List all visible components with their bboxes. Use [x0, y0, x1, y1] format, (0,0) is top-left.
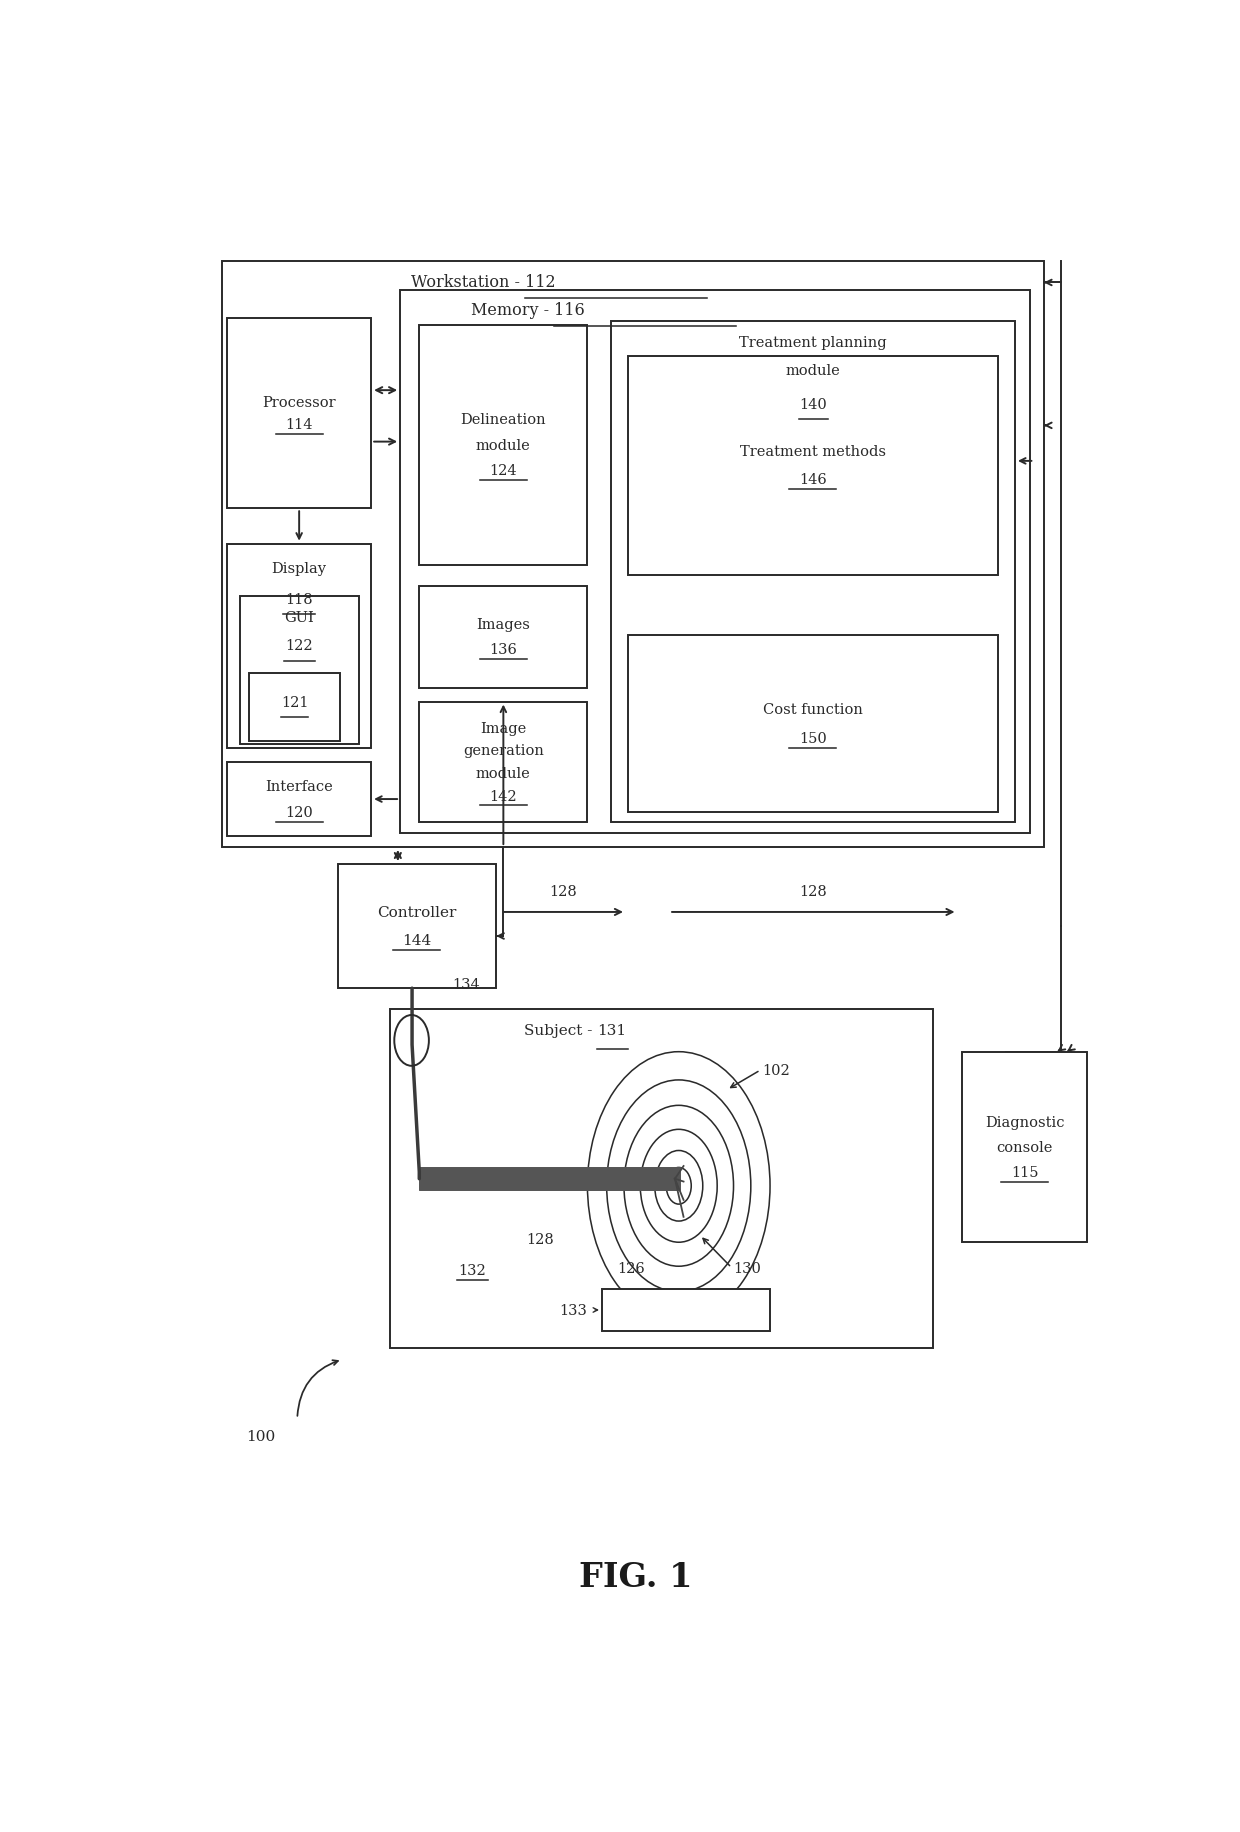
Text: Diagnostic: Diagnostic: [985, 1116, 1064, 1129]
FancyBboxPatch shape: [419, 586, 588, 689]
Text: 102: 102: [763, 1063, 790, 1077]
Text: 150: 150: [799, 731, 827, 746]
Text: 120: 120: [285, 806, 312, 819]
FancyBboxPatch shape: [401, 291, 1029, 834]
FancyBboxPatch shape: [611, 321, 1016, 823]
Text: Workstation -: Workstation -: [410, 273, 525, 291]
Text: 124: 124: [490, 463, 517, 478]
Text: 121: 121: [281, 696, 309, 709]
Text: 133: 133: [559, 1303, 588, 1317]
Text: module: module: [476, 766, 531, 780]
FancyArrowPatch shape: [298, 1361, 339, 1416]
Text: Memory -: Memory -: [470, 302, 554, 319]
Text: 131: 131: [596, 1024, 626, 1039]
Text: 128: 128: [526, 1233, 554, 1248]
Text: 128: 128: [549, 885, 578, 898]
Text: 114: 114: [285, 418, 312, 432]
Text: module: module: [786, 365, 841, 377]
Text: Controller: Controller: [377, 905, 456, 920]
Text: 128: 128: [800, 885, 827, 898]
FancyBboxPatch shape: [601, 1290, 770, 1332]
Text: FIG. 1: FIG. 1: [579, 1561, 692, 1594]
Text: module: module: [476, 438, 531, 453]
FancyBboxPatch shape: [249, 674, 341, 742]
FancyBboxPatch shape: [391, 1009, 934, 1348]
FancyBboxPatch shape: [337, 865, 496, 989]
Text: 140: 140: [800, 398, 827, 412]
Text: 132: 132: [459, 1264, 486, 1277]
Text: console: console: [997, 1140, 1053, 1154]
Text: Image: Image: [480, 722, 527, 735]
Text: 142: 142: [490, 790, 517, 802]
Text: Subject -: Subject -: [523, 1024, 596, 1039]
Text: Interface: Interface: [265, 780, 334, 793]
Text: Images: Images: [476, 617, 531, 632]
Text: Delineation: Delineation: [460, 414, 546, 427]
Text: 130: 130: [734, 1260, 761, 1275]
Text: Processor: Processor: [263, 396, 336, 410]
Text: 136: 136: [490, 643, 517, 658]
Text: 115: 115: [1011, 1165, 1038, 1180]
Text: 144: 144: [402, 934, 432, 947]
FancyBboxPatch shape: [227, 762, 371, 835]
Text: Cost function: Cost function: [763, 703, 863, 716]
FancyBboxPatch shape: [962, 1052, 1087, 1242]
FancyBboxPatch shape: [627, 636, 998, 812]
Text: 122: 122: [285, 639, 312, 652]
Text: 118: 118: [285, 592, 312, 606]
Text: 100: 100: [247, 1429, 275, 1444]
FancyBboxPatch shape: [239, 597, 358, 744]
FancyBboxPatch shape: [419, 1167, 680, 1191]
Text: 116: 116: [554, 302, 584, 319]
FancyBboxPatch shape: [419, 326, 588, 566]
Text: 134: 134: [451, 978, 480, 991]
Text: Display: Display: [272, 561, 326, 575]
Text: Treatment methods: Treatment methods: [740, 445, 885, 458]
FancyBboxPatch shape: [627, 357, 998, 575]
FancyBboxPatch shape: [222, 262, 1044, 848]
FancyBboxPatch shape: [419, 702, 588, 823]
FancyBboxPatch shape: [227, 319, 371, 509]
Text: 126: 126: [616, 1260, 645, 1275]
Text: 146: 146: [799, 473, 827, 487]
Text: Treatment planning: Treatment planning: [739, 335, 887, 350]
Text: GUI: GUI: [284, 610, 314, 625]
Text: 112: 112: [525, 273, 556, 291]
Text: generation: generation: [463, 744, 544, 758]
FancyBboxPatch shape: [227, 544, 371, 749]
